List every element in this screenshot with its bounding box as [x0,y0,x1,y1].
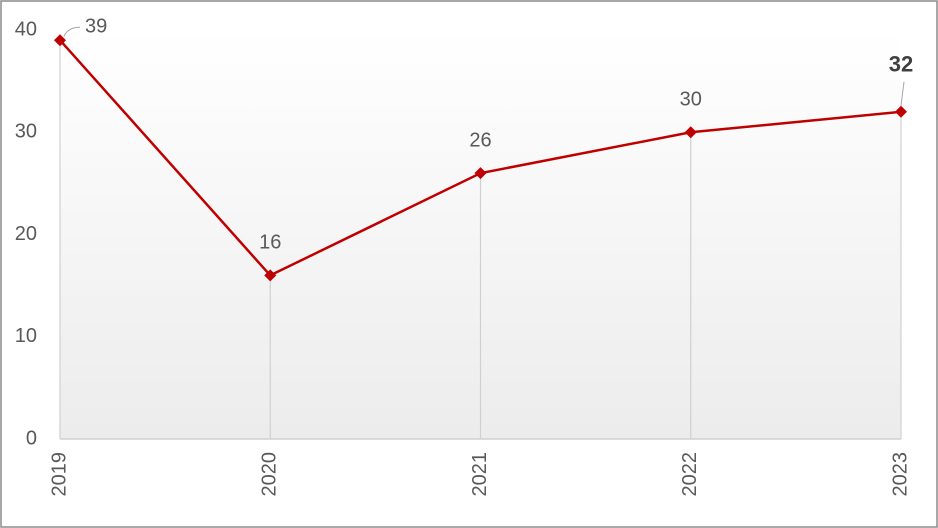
data-label: 16 [259,232,281,254]
marker [54,34,66,47]
data-label: 39 [85,16,107,38]
leader-line [63,26,81,37]
data-label: 30 [680,89,702,111]
data-label: 32 [889,52,913,77]
marker [895,105,907,118]
y-tick-label: 30 [15,121,37,143]
x-tick-label: 2019 [48,452,70,497]
marker [474,167,487,180]
marker [264,269,277,282]
y-tick-label: 10 [15,325,37,347]
data-label: 26 [469,129,491,151]
y-tick-label: 20 [15,223,37,245]
x-tick-label: 2023 [889,452,911,497]
x-tick-label: 2021 [469,452,491,497]
x-tick-label: 2020 [259,452,281,497]
marker [684,126,697,139]
y-tick-label: 40 [15,18,37,40]
leader-line [900,81,905,106]
y-tick-label: 0 [26,427,37,449]
x-tick-label: 2022 [679,452,701,497]
